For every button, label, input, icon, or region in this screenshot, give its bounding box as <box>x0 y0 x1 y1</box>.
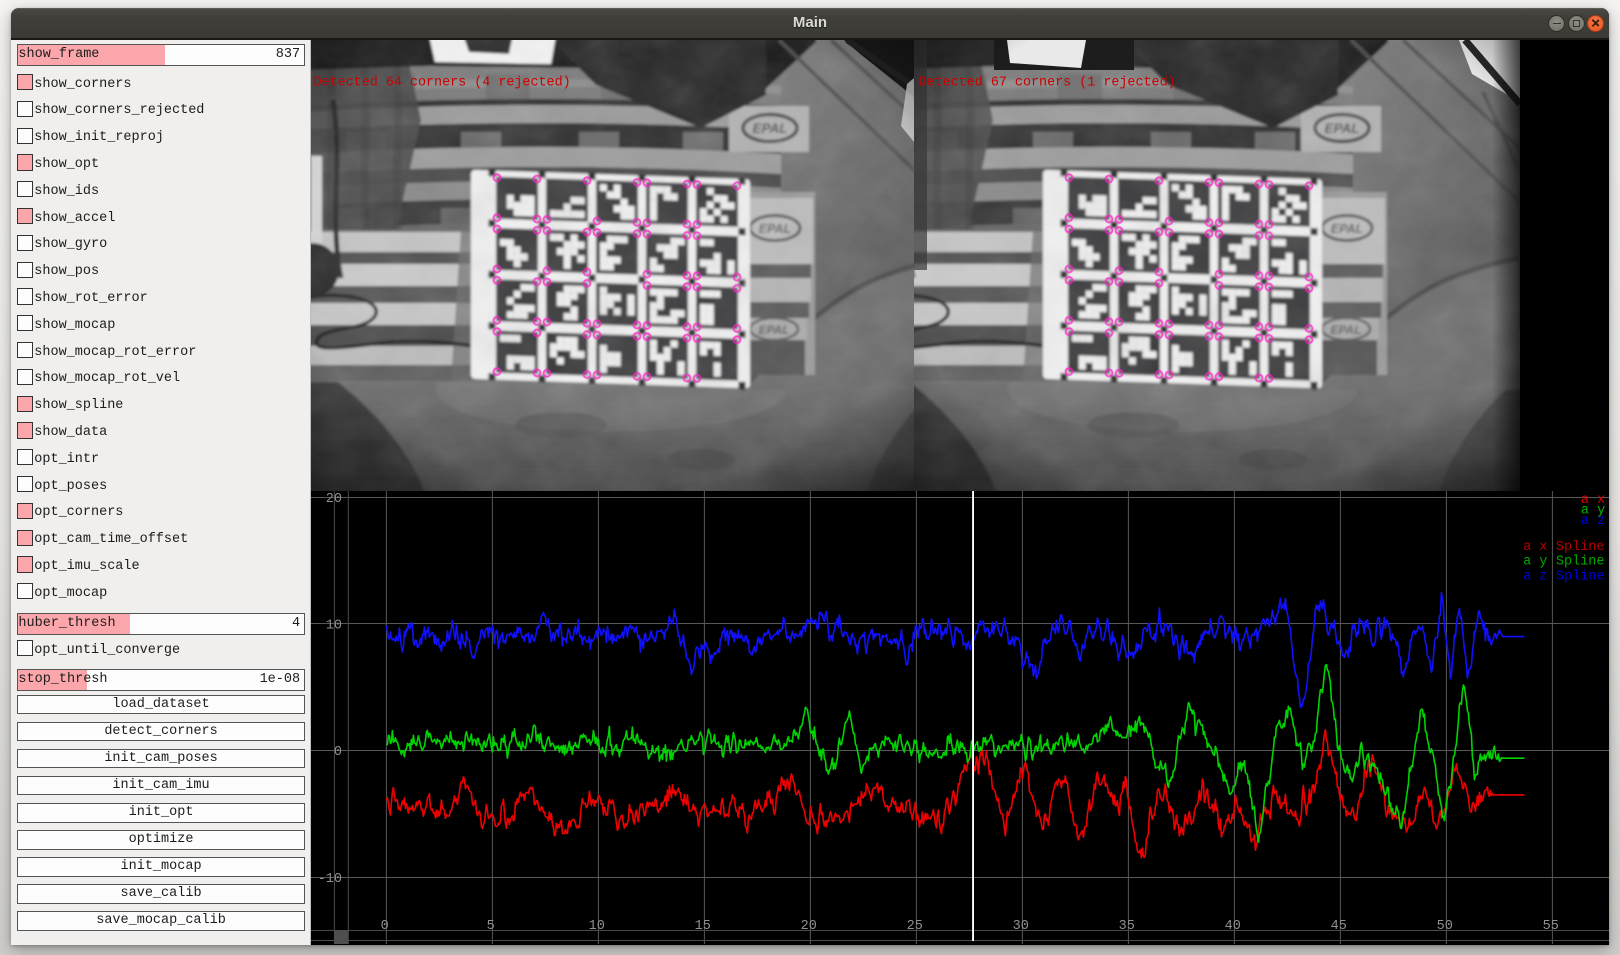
svg-text:45: 45 <box>1330 919 1346 934</box>
svg-text:40: 40 <box>1224 919 1240 934</box>
svg-text:a z: a z <box>1523 570 1547 585</box>
svg-text:Spline: Spline <box>1555 555 1604 570</box>
svg-text:55: 55 <box>1542 919 1558 934</box>
svg-text:a y: a y <box>1523 555 1547 570</box>
svg-text:20: 20 <box>325 492 341 507</box>
svg-text:a y: a y <box>1580 503 1604 518</box>
svg-text:10: 10 <box>588 919 604 934</box>
svg-text:25: 25 <box>906 919 922 934</box>
svg-text:a x: a x <box>1523 540 1547 555</box>
svg-text:Detected 64 corners (4 rejecte: Detected 64 corners (4 rejected) <box>313 75 570 90</box>
svg-text:-10: -10 <box>317 872 341 887</box>
svg-text:50: 50 <box>1436 919 1452 934</box>
svg-text:35: 35 <box>1118 919 1134 934</box>
svg-text:0: 0 <box>333 745 341 760</box>
svg-text:Detected 67 corners (1 rejecte: Detected 67 corners (1 rejected) <box>918 75 1175 90</box>
svg-text:Spline: Spline <box>1555 540 1604 555</box>
svg-text:5: 5 <box>486 919 494 934</box>
svg-text:0: 0 <box>380 919 388 934</box>
svg-text:10: 10 <box>325 619 341 634</box>
svg-text:30: 30 <box>1012 919 1028 934</box>
svg-text:a z: a z <box>1580 514 1604 529</box>
svg-text:20: 20 <box>800 919 816 934</box>
svg-text:Spline: Spline <box>1555 570 1604 585</box>
svg-text:15: 15 <box>694 919 710 934</box>
svg-text:a x: a x <box>1580 493 1604 508</box>
